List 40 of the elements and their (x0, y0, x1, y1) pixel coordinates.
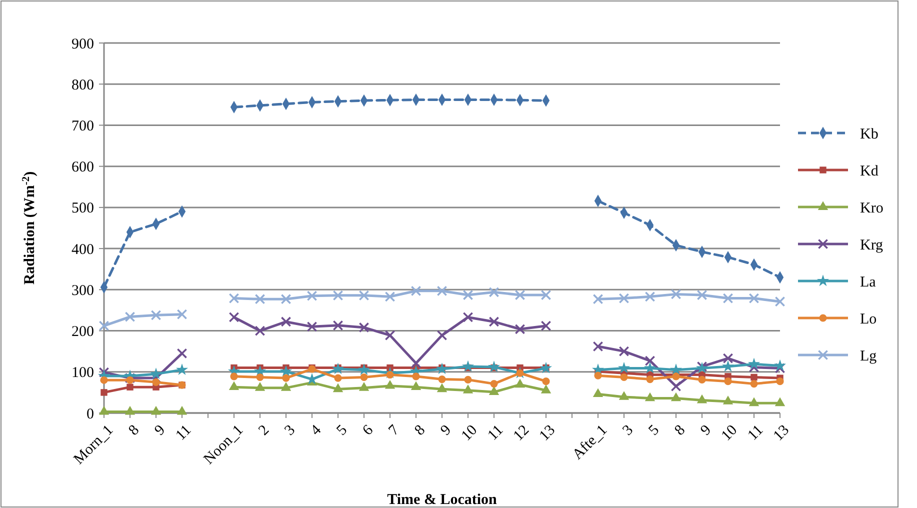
x-tick-label: 8 (672, 422, 689, 439)
x-tick-label: 11 (173, 422, 195, 444)
x-tick-label: 3 (620, 422, 637, 439)
x-tick-label: 13 (770, 422, 793, 444)
x-tick-label: 5 (646, 422, 663, 439)
x-tick-label: 9 (438, 422, 455, 439)
x-tick-label: 8 (412, 422, 429, 439)
x-tick-label: 7 (386, 422, 403, 439)
y-tick-label: 100 (72, 365, 94, 382)
x-tick-label: 10 (718, 422, 741, 444)
x-tick-label: 5 (334, 422, 351, 439)
x-tick-label: 2 (256, 422, 273, 439)
x-tick-label: 4 (308, 422, 325, 439)
x-tick-label: 6 (360, 422, 377, 439)
y-tick-label: 700 (72, 118, 94, 134)
x-tick-label: 12 (510, 422, 533, 444)
x-tick-label: 9 (698, 422, 715, 439)
y-tick-label: 300 (72, 282, 94, 299)
y-tick-label: 400 (72, 242, 94, 258)
x-tick-label: 3 (282, 422, 299, 439)
x-tick-label: 8 (126, 422, 143, 439)
x-tick-label: 13 (536, 422, 559, 444)
y-tick-label: 200 (72, 324, 94, 340)
x-axis-title: Time & Location (387, 492, 498, 508)
legend-label: Lg (860, 348, 878, 364)
x-tick-label: 9 (152, 422, 169, 439)
y-tick-label: 500 (72, 200, 94, 217)
y-tick-label: 800 (72, 77, 94, 94)
legend-label: Kro (860, 200, 884, 216)
legend-label: Krg (860, 237, 884, 254)
y-tick-label: 0 (86, 406, 94, 422)
y-tick-label: 900 (72, 36, 94, 52)
legend-label: Lo (860, 311, 877, 328)
legend-label: Kd (860, 163, 879, 180)
x-tick-label: 11 (745, 422, 767, 444)
x-tick-label: 10 (458, 422, 481, 444)
y-tick-label: 600 (72, 160, 94, 176)
legend-label: La (860, 274, 876, 290)
x-tick-label: 11 (485, 422, 507, 444)
legend-label: Kb (860, 126, 878, 142)
